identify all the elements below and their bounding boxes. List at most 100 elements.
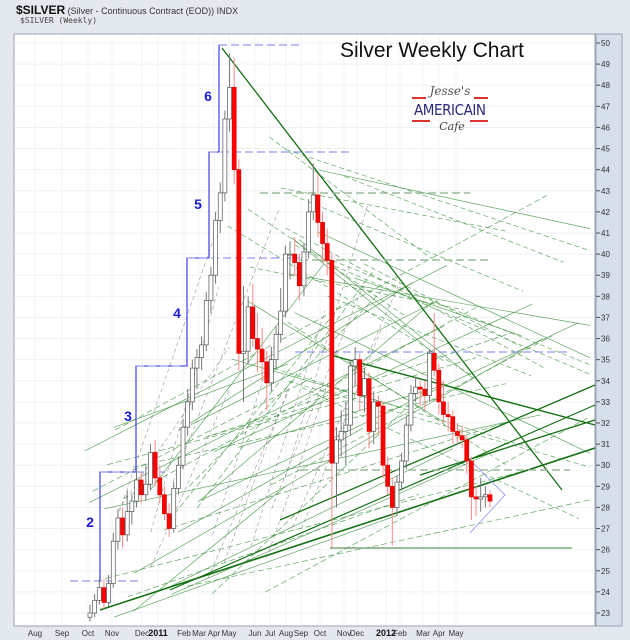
triangle-pattern bbox=[469, 459, 506, 534]
candle-up bbox=[189, 367, 195, 403]
candle-up bbox=[124, 511, 130, 536]
trendline bbox=[104, 470, 524, 579]
y-tick-label: 49 bbox=[601, 60, 610, 69]
trendline bbox=[265, 416, 591, 593]
candle-up bbox=[115, 517, 121, 542]
candle-down bbox=[236, 169, 242, 354]
trendline bbox=[178, 282, 413, 431]
y-tick-label: 32 bbox=[601, 419, 610, 428]
x-tick-label: Nov bbox=[337, 629, 351, 638]
x-tick-label: Oct bbox=[82, 629, 95, 638]
trendline bbox=[211, 384, 432, 595]
svg-text:Jesse's: Jesse's bbox=[427, 84, 471, 98]
x-tick-label: 2011 bbox=[148, 628, 168, 638]
trendline bbox=[117, 347, 230, 511]
candle-up bbox=[92, 599, 98, 614]
candle-down bbox=[464, 439, 470, 462]
candle-up bbox=[106, 583, 111, 603]
candle-down bbox=[441, 401, 446, 415]
trendline bbox=[363, 263, 522, 347]
major-trendline bbox=[99, 447, 596, 611]
trendline bbox=[196, 269, 375, 509]
trendline bbox=[207, 390, 290, 579]
trendline bbox=[189, 286, 386, 487]
x-tick-label: May bbox=[221, 629, 236, 638]
chart-title: Silver Weekly Chart bbox=[340, 39, 524, 62]
trendline bbox=[190, 300, 439, 426]
candle-up bbox=[269, 359, 274, 384]
candle-down bbox=[324, 243, 330, 261]
x-tick-label: Dec bbox=[350, 629, 364, 638]
candle-down bbox=[445, 414, 451, 417]
y-tick-label: 28 bbox=[601, 503, 610, 512]
candle-up bbox=[394, 481, 400, 508]
x-tick-label: Mar bbox=[192, 629, 206, 638]
y-tick-label: 26 bbox=[601, 546, 610, 555]
trendline bbox=[150, 387, 231, 568]
y-tick-label: 25 bbox=[601, 567, 610, 576]
y-tick-label: 41 bbox=[601, 229, 610, 238]
candle-down bbox=[366, 378, 372, 432]
trendline bbox=[318, 169, 591, 229]
trendline bbox=[171, 449, 498, 595]
trendline bbox=[150, 263, 325, 491]
candle-up bbox=[301, 251, 307, 287]
candle-up bbox=[278, 310, 284, 335]
y-tick-label: 35 bbox=[601, 356, 610, 365]
candle-down bbox=[329, 260, 335, 464]
trendline bbox=[104, 414, 541, 510]
symbol-description: (Silver - Continuous Contract (EOD)) IND… bbox=[67, 6, 239, 16]
chart-header: $SILVER (Silver - Continuous Contract (E… bbox=[16, 3, 238, 17]
candle-down bbox=[436, 369, 442, 403]
candle-up bbox=[338, 431, 344, 441]
trendline bbox=[288, 381, 591, 468]
candle-up bbox=[227, 86, 232, 120]
candle-down bbox=[320, 222, 325, 244]
symbol: $SILVER bbox=[16, 3, 66, 17]
candle-down bbox=[487, 494, 493, 502]
candle-down bbox=[250, 306, 256, 339]
y-tick-label: 23 bbox=[601, 609, 610, 618]
trendline bbox=[269, 136, 432, 260]
trendline bbox=[288, 273, 591, 326]
candle-up bbox=[199, 344, 204, 358]
candle-down bbox=[473, 496, 479, 500]
candle-up bbox=[482, 494, 488, 498]
trendline bbox=[167, 448, 454, 589]
candle-down bbox=[450, 416, 456, 432]
y-tick-label: 31 bbox=[601, 440, 610, 449]
candle-up bbox=[185, 401, 191, 428]
candle-up bbox=[273, 333, 279, 360]
candle-down bbox=[138, 479, 144, 496]
candle-up bbox=[245, 306, 251, 352]
candle-up bbox=[403, 424, 409, 462]
candle-up bbox=[427, 352, 432, 396]
trendline bbox=[113, 514, 398, 618]
plot-area bbox=[13, 33, 596, 627]
candle-up bbox=[222, 118, 228, 194]
trendline bbox=[238, 386, 438, 448]
trendline bbox=[271, 285, 364, 509]
candle-down bbox=[389, 485, 395, 508]
candle-up bbox=[310, 194, 316, 213]
trendline bbox=[299, 239, 474, 379]
svg-text:AMERICAIN: AMERICAIN bbox=[414, 101, 486, 119]
candle-up bbox=[134, 479, 139, 502]
wave-label: 3 bbox=[124, 408, 132, 424]
x-tick-label: Aug bbox=[279, 629, 293, 638]
candle-up bbox=[282, 253, 288, 312]
candle-down bbox=[459, 435, 465, 441]
trendline bbox=[327, 295, 532, 377]
logo: Jesse's AMERICAIN Cafe bbox=[412, 84, 488, 133]
major-trendline bbox=[329, 354, 596, 426]
major-trendline bbox=[169, 404, 596, 591]
candle-down bbox=[422, 388, 428, 396]
candle-up bbox=[348, 365, 353, 426]
trendline bbox=[122, 305, 479, 500]
candle-down bbox=[166, 513, 172, 529]
x-tick-label: Apr bbox=[433, 629, 446, 638]
candle-down bbox=[385, 464, 391, 487]
candle-up bbox=[408, 393, 414, 426]
candle-down bbox=[417, 386, 423, 390]
trendline bbox=[280, 187, 509, 232]
